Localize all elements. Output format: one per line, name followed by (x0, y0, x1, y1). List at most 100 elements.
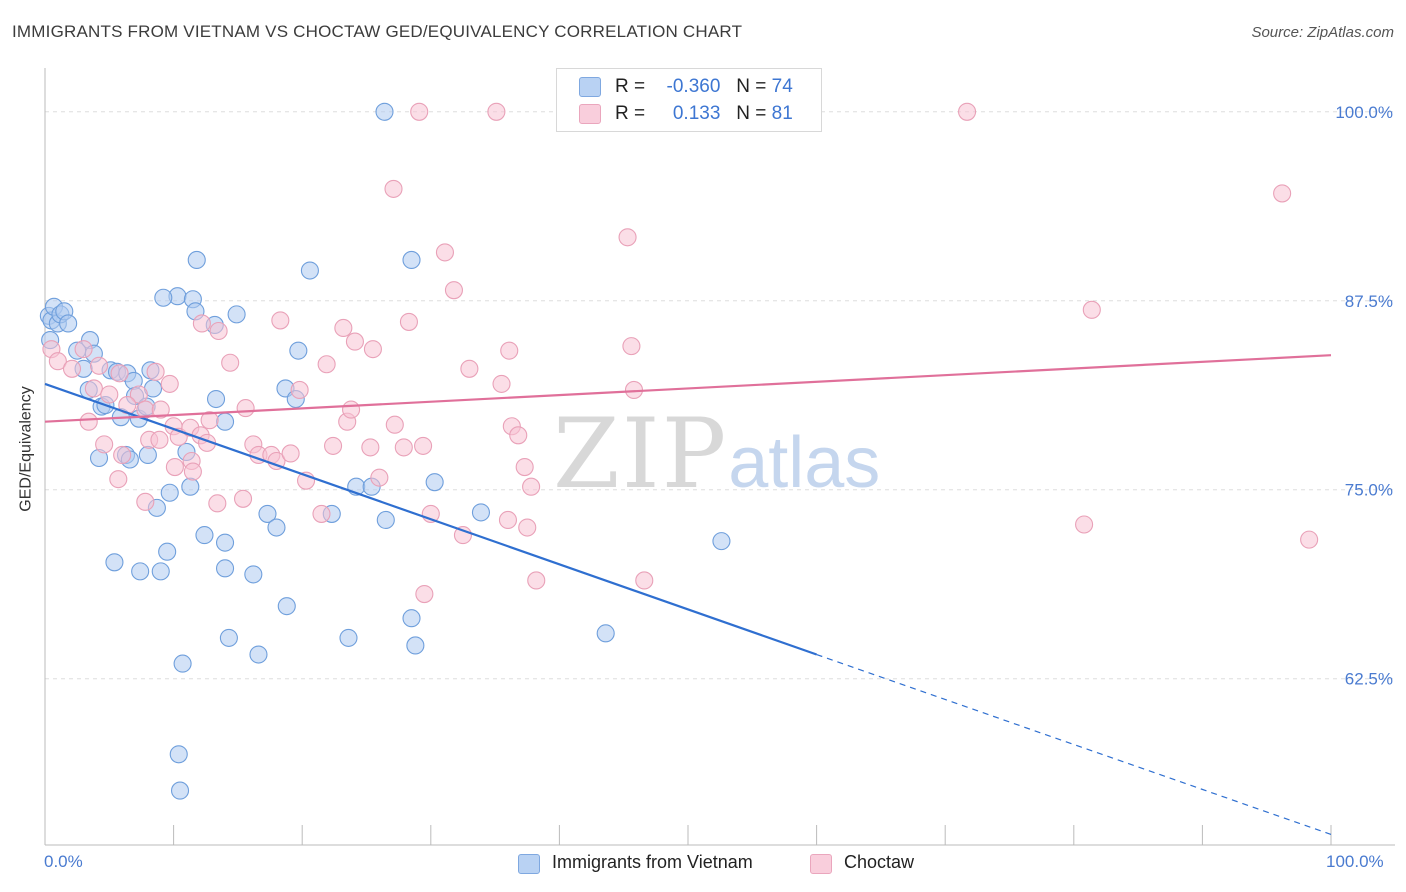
legend-label-choctaw: Choctaw (844, 852, 915, 872)
data-point (425, 473, 444, 492)
legend-swatch-blue (518, 854, 540, 874)
data-point (712, 532, 731, 551)
chart-title: IMMIGRANTS FROM VIETNAM VS CHOCTAW GED/E… (12, 22, 743, 41)
axes (44, 68, 1395, 846)
data-point (160, 483, 179, 502)
data-point (410, 102, 429, 121)
data-point (444, 281, 463, 300)
data-point (471, 503, 491, 522)
data-point (236, 399, 255, 418)
watermark: ZIPatlas (553, 398, 880, 510)
data-point (113, 445, 132, 465)
series-choctaw-points (42, 102, 1319, 604)
data-point (62, 359, 82, 378)
data-point (375, 102, 394, 121)
data-point (192, 314, 211, 333)
data-point (105, 553, 124, 572)
data-point (414, 436, 433, 455)
data-point (618, 228, 637, 247)
data-point (209, 321, 228, 341)
legend-n-label: N = (736, 76, 767, 97)
legend-label-vietnam: Immigrants from Vietnam (552, 852, 753, 872)
data-point (109, 470, 128, 489)
y-tick-label: 62.5% (1345, 670, 1393, 689)
data-point (415, 584, 434, 604)
data-point (95, 435, 114, 454)
data-point (522, 477, 541, 496)
legend-r-value-choctaw: 0.133 (672, 103, 721, 124)
data-point (48, 352, 67, 371)
data-point (334, 318, 353, 338)
data-point (151, 562, 170, 581)
data-point (160, 374, 179, 393)
data-point (460, 359, 479, 378)
data-point (402, 250, 421, 269)
y-tick-labels: 62.5% 75.0% 87.5% 100.0% (1335, 103, 1393, 689)
data-point (169, 745, 188, 764)
data-point (227, 305, 246, 324)
trend-lines (44, 354, 1332, 835)
chart-source: Source: ZipAtlas.com (1251, 24, 1394, 41)
x-tick-label-max: 100.0% (1326, 852, 1384, 871)
data-point (385, 415, 404, 434)
legend-n-value-choctaw: 81 (771, 103, 793, 124)
data-point (154, 288, 173, 307)
data-point (100, 385, 119, 404)
data-point (215, 533, 235, 552)
legend-n-label: N = (736, 103, 767, 124)
data-point (181, 477, 200, 496)
correlation-legend: R = -0.360 N = 74 R = 0.133 N = 81 (556, 68, 822, 132)
data-point (290, 380, 309, 400)
data-point (406, 636, 425, 655)
data-point (394, 438, 413, 457)
data-point (596, 624, 615, 643)
x-tick-label-min: 0.0% (44, 852, 83, 871)
data-point (215, 412, 235, 431)
y-tick-label: 100.0% (1335, 103, 1393, 122)
data-point (1082, 300, 1101, 319)
series-vietnam-points (39, 102, 731, 800)
data-point (165, 458, 184, 477)
legend-r-value-vietnam: -0.360 (666, 76, 721, 97)
data-point (487, 102, 506, 121)
data-point (219, 628, 238, 647)
data-point (129, 385, 148, 404)
data-point (958, 102, 977, 121)
data-point (233, 489, 253, 508)
legend-r-label: R = (615, 103, 646, 124)
data-point (509, 426, 528, 445)
data-point (324, 436, 343, 455)
data-point (183, 462, 202, 481)
data-point (151, 400, 170, 419)
data-point (1075, 515, 1094, 534)
legend-n-value-vietnam: 74 (771, 76, 793, 97)
y-tick-label: 87.5% (1345, 292, 1393, 311)
y-axis-label: GED/Equivalency (17, 386, 35, 512)
data-point (271, 311, 290, 330)
data-point (215, 559, 235, 578)
data-point (312, 504, 331, 523)
data-point (527, 571, 546, 590)
data-point (74, 340, 93, 359)
data-point (267, 518, 286, 537)
data-point (136, 492, 155, 511)
data-point (59, 314, 78, 333)
trend-line-vietnam (44, 382, 817, 656)
legend-swatch-pink (810, 854, 832, 874)
data-point (342, 400, 361, 419)
data-point (384, 179, 403, 198)
data-point (195, 526, 214, 545)
legend-swatch-pink (579, 104, 601, 124)
data-point (281, 444, 300, 463)
data-point (515, 458, 534, 477)
data-point (146, 362, 165, 381)
legend-swatch-blue (579, 77, 601, 97)
grid-lines (45, 111, 1395, 680)
data-point (89, 356, 109, 375)
data-point (221, 353, 240, 372)
data-point (345, 332, 364, 351)
data-point (131, 562, 150, 581)
data-point (500, 341, 519, 360)
data-point (376, 510, 395, 530)
